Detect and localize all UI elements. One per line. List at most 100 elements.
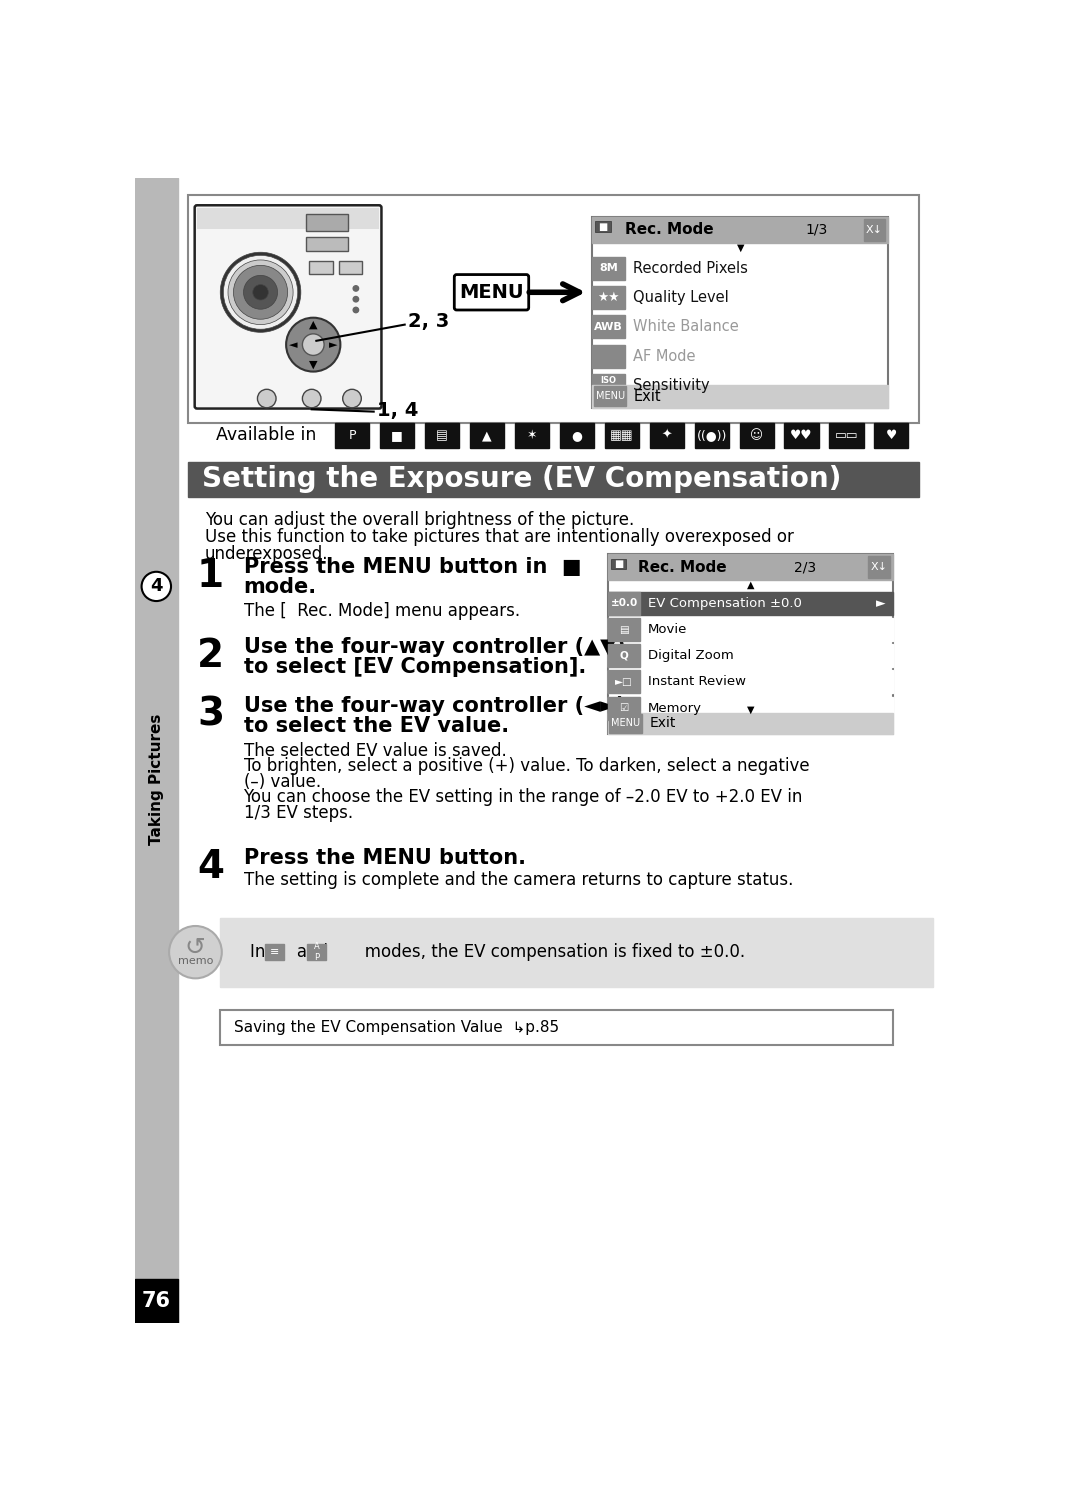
Bar [592, 217, 888, 244]
Circle shape [243, 275, 278, 309]
Text: ♥♥: ♥♥ [791, 429, 813, 441]
Text: Memory: Memory [648, 701, 702, 715]
Circle shape [220, 253, 301, 333]
Text: 2, 3: 2, 3 [408, 312, 449, 331]
Bar [608, 643, 640, 667]
Text: 3: 3 [197, 695, 225, 734]
Text: Press the MENU button.: Press the MENU button. [243, 849, 526, 868]
Text: ISO: ISO [600, 376, 617, 385]
Text: ▲: ▲ [309, 319, 318, 330]
Bar [608, 618, 640, 640]
Text: ♥: ♥ [886, 429, 897, 441]
Text: X↓: X↓ [870, 562, 888, 572]
Text: ▦▦: ▦▦ [610, 429, 634, 441]
Text: ▤: ▤ [436, 429, 448, 441]
Text: Instant Review: Instant Review [648, 676, 746, 688]
Text: AUTO: AUTO [597, 386, 620, 394]
Bar [424, 424, 459, 447]
Text: Use the four-way controller (▲▼): Use the four-way controller (▲▼) [243, 637, 625, 657]
Text: memo: memo [178, 957, 213, 966]
Bar [592, 257, 625, 279]
Text: ◄: ◄ [288, 340, 297, 349]
Text: EV Compensation ±0.0: EV Compensation ±0.0 [648, 597, 802, 609]
Circle shape [353, 308, 359, 312]
Text: Use this function to take pictures that are intentionally overexposed or: Use this function to take pictures that … [205, 528, 794, 545]
Text: Recorded Pixels: Recorded Pixels [633, 262, 747, 276]
Circle shape [286, 318, 340, 372]
Bar [135, 1279, 177, 1323]
Bar [515, 424, 549, 447]
Bar [188, 462, 919, 498]
Text: Sensitivity: Sensitivity [633, 377, 710, 392]
Text: ▲: ▲ [746, 580, 754, 590]
FancyBboxPatch shape [194, 205, 381, 409]
Text: ☺: ☺ [750, 429, 764, 441]
Text: Digital Zoom: Digital Zoom [648, 649, 733, 663]
Bar [595, 221, 611, 232]
Bar [592, 345, 625, 367]
Text: Press the MENU button in  ■: Press the MENU button in ■ [243, 557, 581, 577]
Text: In      and       modes, the EV compensation is fixed to ±0.0.: In and modes, the EV compensation is fix… [249, 944, 745, 961]
Text: The setting is complete and the camera returns to capture status.: The setting is complete and the camera r… [243, 871, 793, 889]
Text: ▭▭: ▭▭ [835, 429, 859, 441]
Text: Rec. Mode: Rec. Mode [638, 560, 727, 575]
Text: Exit: Exit [634, 389, 662, 404]
Text: P: P [348, 429, 355, 441]
Text: 2: 2 [197, 637, 225, 675]
Text: 8M: 8M [599, 263, 618, 273]
Text: AF Mode: AF Mode [633, 349, 696, 364]
Text: Exit: Exit [649, 716, 676, 731]
Text: The [  Rec. Mode] menu appears.: The [ Rec. Mode] menu appears. [243, 602, 519, 620]
Bar [608, 554, 893, 734]
Text: ▲: ▲ [482, 429, 491, 441]
Text: mode.: mode. [243, 577, 316, 597]
Bar [592, 374, 625, 397]
Bar [864, 218, 886, 241]
Bar [380, 424, 414, 447]
Circle shape [302, 334, 324, 355]
Bar [339, 262, 362, 273]
Bar [608, 591, 640, 615]
Text: ■: ■ [391, 429, 403, 441]
Text: The selected EV value is saved.: The selected EV value is saved. [243, 742, 507, 759]
Text: 1/3: 1/3 [806, 223, 828, 236]
Text: ☑: ☑ [620, 703, 629, 713]
Bar [307, 945, 326, 960]
Text: ▼: ▼ [746, 704, 754, 715]
Text: Available in: Available in [216, 426, 316, 444]
Text: ►: ► [329, 340, 338, 349]
Circle shape [141, 572, 171, 600]
Bar [470, 424, 504, 447]
Text: 2/3: 2/3 [794, 560, 816, 574]
Text: to select [EV Compensation].: to select [EV Compensation]. [243, 657, 585, 678]
Text: ✶: ✶ [527, 429, 537, 441]
Circle shape [224, 256, 298, 330]
Circle shape [342, 389, 362, 407]
Text: MENU: MENU [611, 718, 640, 728]
Bar [784, 424, 819, 447]
Circle shape [228, 260, 293, 324]
Bar [608, 713, 893, 734]
Text: ★★: ★★ [597, 291, 620, 305]
Circle shape [353, 297, 359, 302]
Bar [608, 643, 893, 667]
Bar [592, 287, 625, 309]
Text: Use the four-way controller (◄►): Use the four-way controller (◄►) [243, 695, 625, 716]
Text: Q: Q [620, 651, 629, 661]
Bar [592, 315, 625, 339]
Text: ●: ● [571, 429, 582, 441]
Bar [609, 715, 642, 733]
Text: 1/3 EV steps.: 1/3 EV steps. [243, 804, 353, 822]
Text: ▼: ▼ [309, 360, 318, 370]
Bar [868, 556, 890, 578]
Circle shape [233, 266, 287, 319]
Text: MENU: MENU [595, 391, 624, 401]
Bar [135, 178, 177, 1323]
Bar [608, 618, 893, 640]
Text: AWB: AWB [594, 322, 623, 331]
Text: ▤: ▤ [619, 624, 629, 635]
Bar [608, 591, 893, 615]
Text: Saving the EV Compensation Value  ↳p.85: Saving the EV Compensation Value ↳p.85 [234, 1019, 559, 1036]
Text: Movie: Movie [648, 623, 688, 636]
Bar [306, 214, 348, 230]
